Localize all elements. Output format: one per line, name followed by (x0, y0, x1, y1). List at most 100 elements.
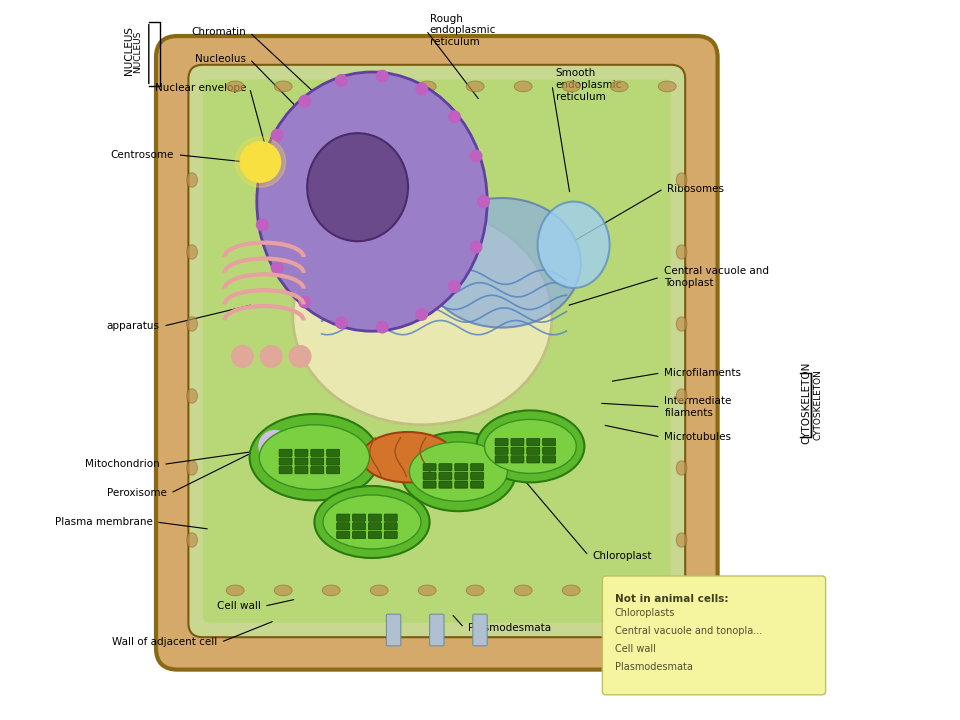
FancyBboxPatch shape (542, 438, 556, 446)
Ellipse shape (315, 486, 429, 558)
Circle shape (470, 241, 482, 253)
Ellipse shape (401, 432, 516, 511)
FancyBboxPatch shape (423, 481, 436, 488)
Text: Chloroplasts: Chloroplasts (614, 608, 675, 618)
FancyBboxPatch shape (439, 472, 452, 480)
Ellipse shape (659, 585, 676, 596)
FancyBboxPatch shape (455, 464, 468, 471)
Text: Nucleolus: Nucleolus (195, 54, 246, 64)
Ellipse shape (676, 245, 687, 259)
Text: Microtubules: Microtubules (664, 432, 732, 442)
FancyBboxPatch shape (337, 531, 349, 539)
FancyBboxPatch shape (455, 472, 468, 480)
FancyBboxPatch shape (470, 464, 484, 471)
Text: Nuclear envelope: Nuclear envelope (155, 83, 246, 93)
Text: Wall of adjacent cell: Wall of adjacent cell (112, 637, 217, 647)
Ellipse shape (186, 389, 198, 403)
Ellipse shape (515, 585, 532, 596)
Text: Plasma membrane: Plasma membrane (55, 517, 153, 527)
Ellipse shape (611, 585, 628, 596)
Ellipse shape (419, 81, 436, 92)
Ellipse shape (467, 81, 484, 92)
Ellipse shape (323, 81, 340, 92)
FancyBboxPatch shape (369, 523, 381, 530)
Ellipse shape (467, 585, 484, 596)
FancyBboxPatch shape (511, 456, 524, 463)
FancyBboxPatch shape (326, 449, 340, 456)
Ellipse shape (259, 425, 370, 490)
Ellipse shape (676, 317, 687, 331)
FancyBboxPatch shape (188, 65, 685, 637)
Circle shape (299, 297, 310, 308)
Text: Ribosomes: Ribosomes (667, 184, 724, 194)
Circle shape (416, 83, 427, 94)
FancyBboxPatch shape (495, 447, 508, 454)
FancyBboxPatch shape (511, 447, 524, 454)
Text: Central vacuole and tonopla...: Central vacuole and tonopla... (614, 626, 762, 636)
FancyBboxPatch shape (337, 523, 349, 530)
FancyBboxPatch shape (311, 449, 324, 456)
Ellipse shape (257, 72, 487, 331)
Text: apparatus: apparatus (107, 321, 159, 331)
FancyBboxPatch shape (295, 467, 308, 474)
Circle shape (240, 142, 280, 182)
Ellipse shape (676, 389, 687, 403)
FancyBboxPatch shape (495, 438, 508, 446)
Circle shape (235, 137, 286, 187)
FancyBboxPatch shape (470, 472, 484, 480)
FancyBboxPatch shape (603, 576, 826, 695)
Text: Centrosome: Centrosome (110, 150, 174, 160)
FancyBboxPatch shape (386, 614, 401, 646)
Text: Not in animal cells:: Not in animal cells: (614, 594, 728, 604)
Circle shape (299, 95, 310, 107)
FancyBboxPatch shape (352, 514, 366, 521)
Text: Chloroplast: Chloroplast (592, 551, 652, 561)
Ellipse shape (563, 585, 580, 596)
FancyBboxPatch shape (542, 456, 556, 463)
Ellipse shape (371, 585, 388, 596)
Text: Cell wall: Cell wall (217, 601, 260, 611)
FancyBboxPatch shape (511, 438, 524, 446)
FancyBboxPatch shape (337, 514, 349, 521)
Ellipse shape (250, 414, 379, 500)
Circle shape (256, 219, 268, 230)
Ellipse shape (476, 410, 585, 482)
Ellipse shape (186, 461, 198, 475)
Text: Peroxisome: Peroxisome (107, 488, 167, 498)
Ellipse shape (422, 198, 581, 328)
Circle shape (260, 346, 282, 367)
FancyBboxPatch shape (472, 614, 487, 646)
Circle shape (448, 111, 460, 122)
FancyBboxPatch shape (430, 614, 444, 646)
Circle shape (478, 196, 490, 207)
Circle shape (272, 130, 283, 141)
Ellipse shape (361, 432, 455, 482)
FancyBboxPatch shape (470, 481, 484, 488)
FancyBboxPatch shape (279, 458, 292, 465)
Text: Rough
endoplasmic
reticulum: Rough endoplasmic reticulum (430, 14, 496, 47)
FancyBboxPatch shape (369, 531, 381, 539)
Ellipse shape (611, 81, 628, 92)
Ellipse shape (275, 585, 292, 596)
Ellipse shape (186, 245, 198, 259)
Ellipse shape (676, 533, 687, 547)
FancyBboxPatch shape (439, 464, 452, 471)
Ellipse shape (323, 585, 340, 596)
Ellipse shape (538, 202, 610, 288)
FancyBboxPatch shape (156, 36, 718, 670)
Circle shape (259, 431, 291, 462)
FancyBboxPatch shape (439, 481, 452, 488)
Text: CYTOSKELETON: CYTOSKELETON (802, 362, 811, 444)
FancyBboxPatch shape (352, 531, 366, 539)
FancyBboxPatch shape (326, 458, 340, 465)
Text: Chromatin: Chromatin (191, 27, 246, 37)
Ellipse shape (186, 173, 198, 187)
Text: Central vacuole and
Tonoplast: Central vacuole and Tonoplast (663, 266, 769, 288)
Ellipse shape (515, 81, 532, 92)
Ellipse shape (409, 442, 507, 501)
Circle shape (289, 346, 311, 367)
FancyBboxPatch shape (279, 449, 292, 456)
FancyBboxPatch shape (423, 472, 436, 480)
Ellipse shape (227, 585, 244, 596)
Text: CYTOSKELETON: CYTOSKELETON (814, 369, 823, 440)
